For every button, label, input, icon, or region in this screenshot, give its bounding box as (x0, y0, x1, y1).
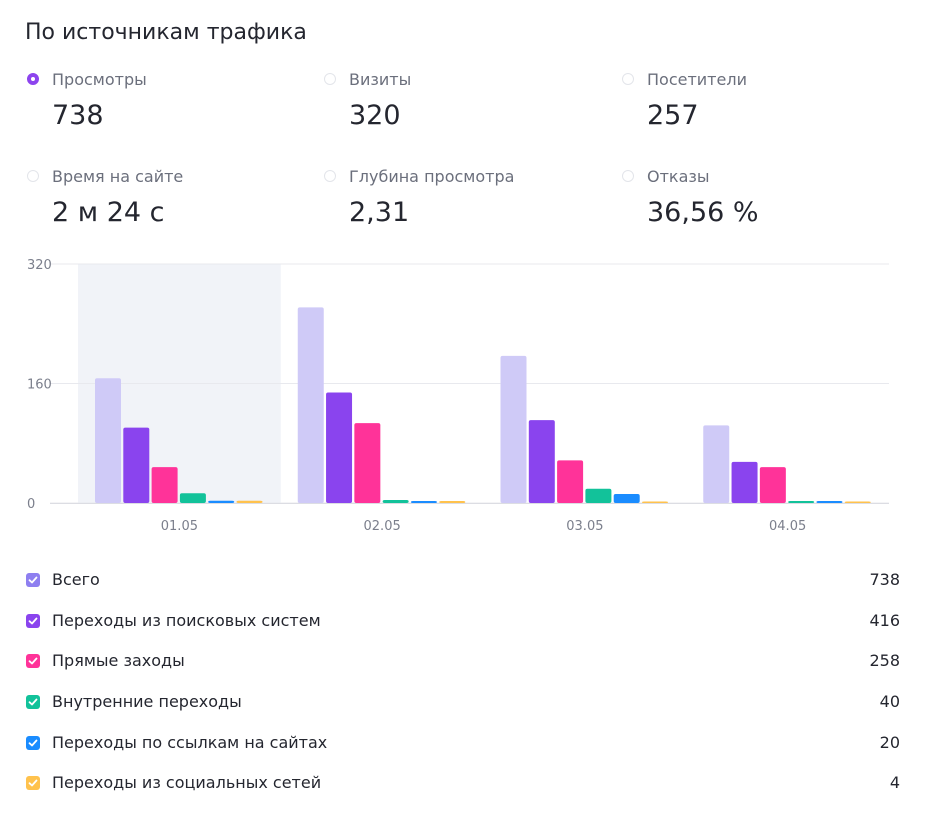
checkbox-checked-icon[interactable] (26, 695, 40, 709)
metric-label: Глубина просмотра (349, 167, 515, 186)
bar (613, 494, 640, 503)
bar (642, 501, 668, 503)
bar (354, 423, 381, 503)
x-tick-label: 04.05 (769, 519, 806, 534)
bar (236, 500, 263, 503)
checkbox-checked-icon[interactable] (26, 654, 40, 668)
metric-label: Просмотры (52, 70, 147, 89)
radio-button[interactable] (622, 170, 634, 182)
legend-value: 20 (879, 733, 900, 752)
radio-button[interactable] (622, 73, 634, 85)
legend-item[interactable]: Переходы из поисковых систем 416 (25, 608, 900, 634)
metric-visitors[interactable]: Посетители 257 (620, 68, 910, 148)
bar (95, 378, 121, 503)
radio-button[interactable] (324, 170, 336, 182)
metric-value: 320 (349, 100, 401, 131)
bar (123, 427, 150, 503)
legend-label: Переходы из поисковых систем (52, 611, 321, 630)
checkbox-checked-icon[interactable] (26, 776, 40, 790)
metric-value: 36,56 % (647, 197, 759, 228)
x-tick-label: 01.05 (161, 519, 198, 534)
radio-button[interactable] (27, 73, 39, 85)
metric-visits[interactable]: Визиты 320 (322, 68, 612, 148)
bar (179, 493, 206, 503)
bar (585, 488, 612, 503)
legend-label: Всего (52, 570, 100, 589)
legend-item[interactable]: Внутренние переходы 40 (25, 689, 900, 715)
legend-value: 738 (869, 570, 900, 589)
bar (151, 467, 178, 503)
checkbox-checked-icon[interactable] (26, 573, 40, 587)
bar (297, 307, 324, 503)
metric-value: 738 (52, 100, 104, 131)
checkbox-checked-icon[interactable] (26, 736, 40, 750)
bar (816, 501, 843, 503)
x-tick-label: 02.05 (364, 519, 401, 534)
bar (528, 420, 555, 503)
bar (844, 501, 871, 503)
legend-label: Прямые заходы (52, 651, 185, 670)
metric-value: 257 (647, 100, 699, 131)
legend-value: 4 (889, 773, 900, 792)
bar (759, 467, 786, 503)
metric-page-depth[interactable]: Глубина просмотра 2,31 (322, 165, 612, 245)
legend-label: Переходы по ссылкам на сайтах (52, 733, 328, 752)
bar (410, 501, 437, 503)
legend-item[interactable]: Прямые заходы 258 (25, 648, 900, 674)
checkbox-checked-icon[interactable] (26, 614, 40, 628)
legend-item[interactable]: Всего 738 (25, 567, 900, 593)
metric-views[interactable]: Просмотры 738 (25, 68, 315, 148)
bar (500, 355, 527, 503)
metric-value: 2,31 (349, 197, 410, 228)
legend-item[interactable]: Переходы по ссылкам на сайтах 20 (25, 730, 900, 756)
metric-label: Отказы (647, 167, 710, 186)
legend-item[interactable]: Переходы из социальных сетей 4 (25, 770, 900, 796)
legend-value: 40 (879, 692, 900, 711)
bar (439, 501, 466, 503)
radio-button[interactable] (27, 170, 39, 182)
metric-bounce-rate[interactable]: Отказы 36,56 % (620, 165, 910, 245)
metric-value: 2 м 24 с (52, 197, 165, 228)
bar (326, 392, 353, 503)
bar (382, 500, 409, 503)
x-tick-label: 03.05 (566, 519, 603, 534)
bar (208, 500, 235, 503)
legend-value: 416 (869, 611, 900, 630)
legend-label: Внутренние переходы (52, 692, 242, 711)
y-tick-label: 160 (27, 378, 52, 393)
bar (557, 460, 584, 503)
metric-label: Время на сайте (52, 167, 184, 186)
y-tick-label: 320 (27, 258, 52, 273)
legend-value: 258 (869, 651, 900, 670)
bar (703, 425, 730, 503)
metric-label: Посетители (647, 70, 747, 89)
bar (731, 461, 758, 503)
bar (788, 501, 815, 503)
radio-button[interactable] (324, 73, 336, 85)
metric-time-on-site[interactable]: Время на сайте 2 м 24 с (25, 165, 315, 245)
page-title: По источникам трафика (25, 20, 307, 45)
metric-label: Визиты (349, 70, 412, 89)
legend-label: Переходы из социальных сетей (52, 773, 322, 792)
y-tick-label: 0 (27, 497, 35, 512)
bar-chart[interactable]: 0 160 320 01.05 02.05 03.05 04.05 (0, 250, 931, 550)
